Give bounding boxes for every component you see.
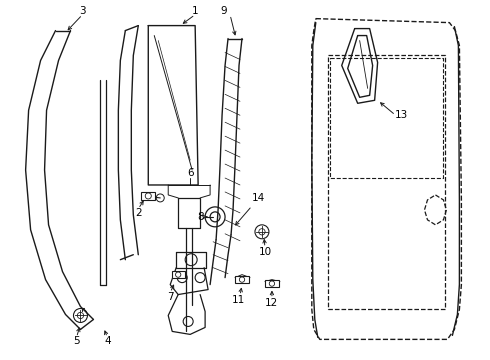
Bar bbox=[265, 280, 279, 287]
Text: 12: 12 bbox=[265, 297, 278, 307]
Text: 5: 5 bbox=[73, 336, 80, 346]
Bar bbox=[141, 192, 155, 200]
Text: 6: 6 bbox=[187, 168, 194, 178]
Text: 14: 14 bbox=[251, 193, 265, 203]
Text: 1: 1 bbox=[192, 6, 198, 15]
Text: 2: 2 bbox=[135, 208, 142, 218]
Text: 8: 8 bbox=[197, 212, 203, 222]
Text: 3: 3 bbox=[79, 6, 86, 15]
Bar bbox=[235, 276, 249, 283]
Text: 11: 11 bbox=[231, 294, 245, 305]
Bar bbox=[172, 271, 185, 278]
Text: 13: 13 bbox=[395, 110, 408, 120]
Text: 10: 10 bbox=[258, 247, 271, 257]
Text: 9: 9 bbox=[221, 6, 227, 15]
Text: 4: 4 bbox=[104, 336, 111, 346]
Text: 7: 7 bbox=[167, 292, 173, 302]
